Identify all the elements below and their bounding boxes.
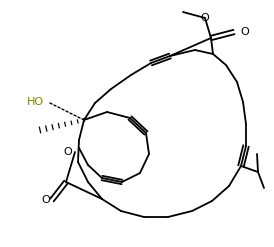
Text: HO: HO [27,97,44,107]
Text: O: O [64,147,72,157]
Text: O: O [240,27,249,37]
Text: O: O [201,13,209,23]
Text: O: O [42,195,50,205]
